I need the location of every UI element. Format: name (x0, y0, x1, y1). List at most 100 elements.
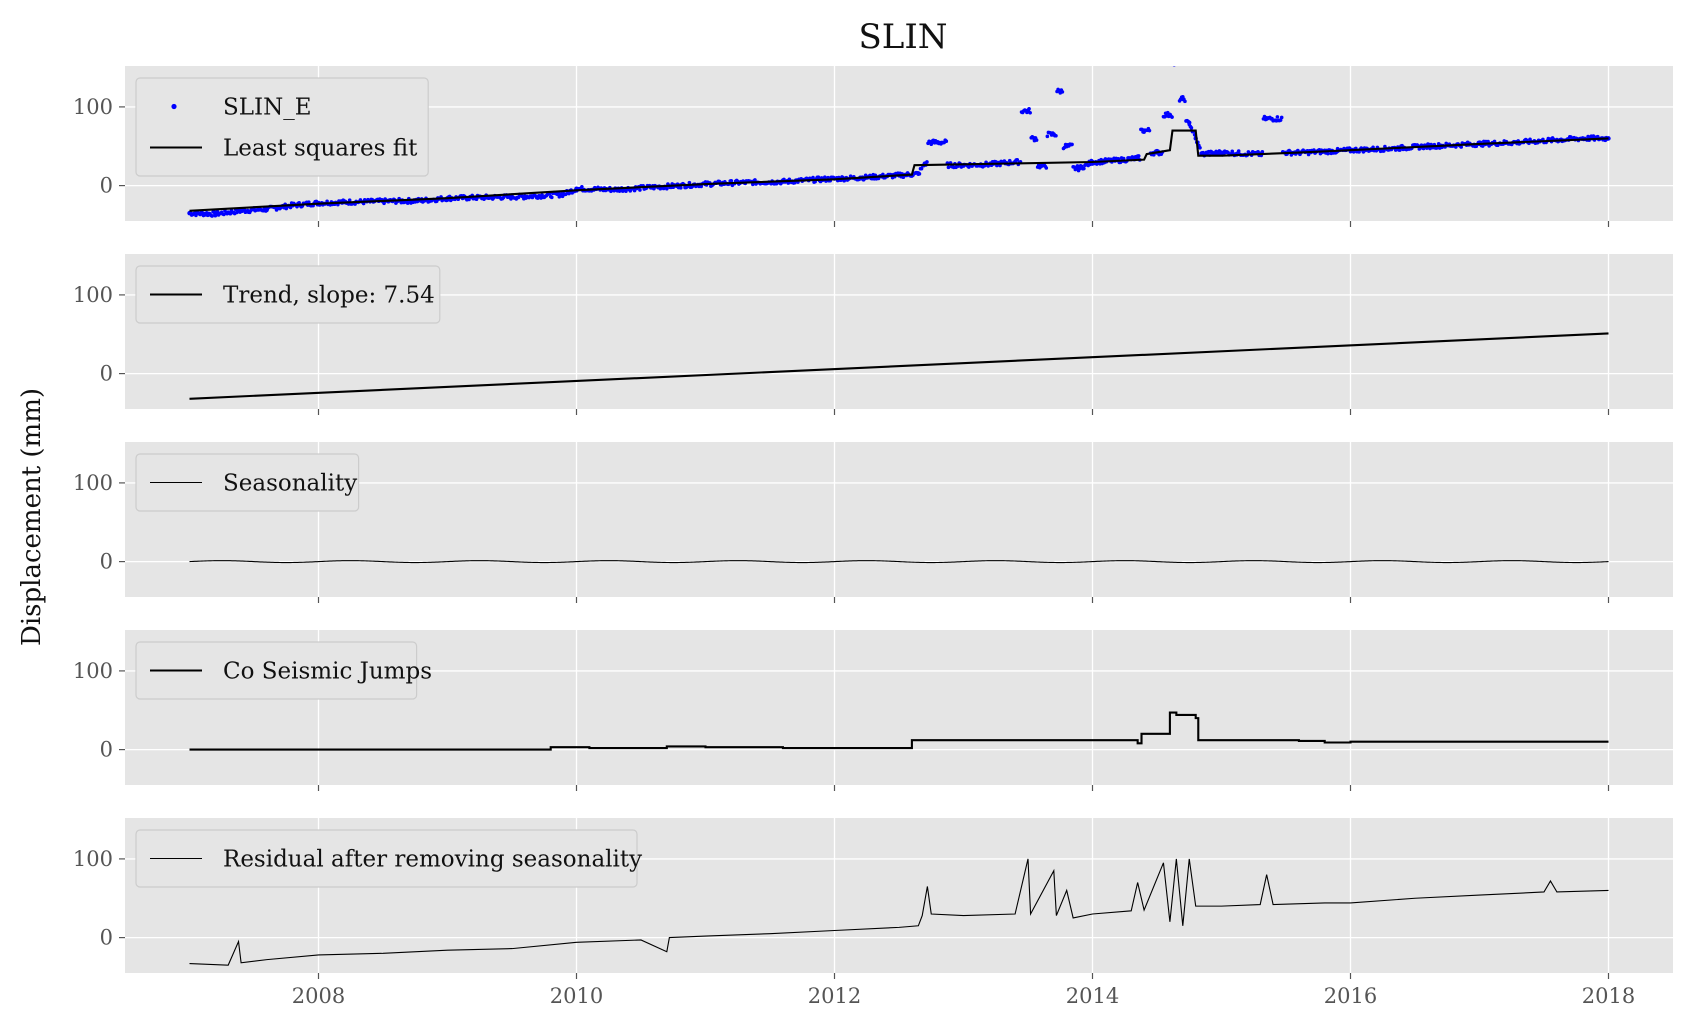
data-point (1398, 148, 1402, 152)
data-point (1279, 115, 1284, 120)
seasonality-line (189, 560, 1609, 564)
data-point (753, 178, 757, 182)
data-point (1077, 166, 1082, 171)
y-tick-label: 100 (73, 471, 113, 495)
data-point (729, 179, 734, 183)
data-point (665, 186, 669, 191)
data-point (264, 206, 270, 212)
legend: Co Seismic Jumps (135, 641, 432, 700)
data-point (561, 192, 566, 197)
data-point (1007, 158, 1012, 163)
series-line (189, 711, 1609, 751)
data-point (238, 208, 244, 213)
data-point (1172, 66, 1176, 67)
y-tick-label: 0 (100, 362, 113, 386)
data-point (1082, 166, 1086, 171)
chart-title: SLIN (858, 17, 947, 57)
legend: Seasonality (135, 453, 360, 512)
data-point (1382, 149, 1386, 153)
data-point (1171, 61, 1175, 65)
data-point (1595, 134, 1600, 139)
data-point (1326, 151, 1330, 156)
x-tick-label: 2016 (1324, 984, 1377, 1008)
x-tick-label: 2010 (550, 984, 603, 1008)
data-point (187, 210, 192, 216)
panels: 0 100 SLIN_E Least squares fit 0 100 Trend, sl… (73, 60, 1673, 1008)
data-point (580, 184, 584, 189)
y-tick-label: 100 (73, 283, 113, 307)
series-line (189, 129, 1609, 212)
data-point (567, 191, 571, 196)
legend: Residual after removing seasonality (135, 829, 642, 888)
legend-label: Least squares fit (223, 136, 418, 162)
data-point (405, 201, 410, 205)
data-point (1173, 60, 1177, 64)
y-axis-label: Displacement (mm) (17, 388, 47, 646)
data-point (1121, 156, 1126, 161)
data-point (811, 175, 815, 180)
data-point (1176, 62, 1180, 66)
data-point (823, 175, 827, 179)
legend-box (135, 453, 360, 512)
data-point (1177, 60, 1181, 64)
data-point (1264, 116, 1269, 121)
data-point (1070, 142, 1074, 147)
legend-label: SLIN_E (223, 95, 312, 121)
legend-label: Co Seismic Jumps (223, 659, 432, 685)
legend: SLIN_E Least squares fit (135, 77, 429, 177)
data-point (1189, 126, 1194, 130)
series-group (189, 560, 1609, 564)
data-point (522, 194, 528, 199)
data-point (638, 188, 642, 192)
data-point (210, 214, 214, 218)
x-tick-label: 2018 (1582, 984, 1635, 1008)
data-point (1275, 115, 1280, 119)
series-line (189, 858, 1609, 966)
data-point (1064, 144, 1069, 149)
series-group (189, 332, 1609, 400)
series-group (189, 858, 1609, 966)
data-point (1180, 96, 1186, 102)
series-group (187, 60, 1611, 218)
data-point (1230, 149, 1235, 154)
data-point (325, 199, 329, 204)
legend-label: Residual after removing seasonality (223, 847, 642, 873)
y-tick-label: 100 (73, 659, 113, 683)
legend-box (135, 77, 429, 177)
data-point (1236, 149, 1241, 153)
data-point (946, 165, 951, 170)
data-point (213, 211, 218, 217)
legend-label: Trend, slope: 7.54 (223, 283, 435, 309)
data-point (1486, 139, 1490, 144)
data-point (1058, 88, 1063, 94)
legend: Trend, slope: 7.54 (135, 265, 441, 324)
data-point (1187, 120, 1192, 125)
data-point (1198, 145, 1202, 150)
panel-4: 0 100 Co Seismic Jumps (73, 630, 1673, 791)
data-point (751, 182, 755, 187)
x-tick-label: 2014 (1066, 984, 1119, 1008)
y-tick-label: 0 (100, 738, 113, 762)
data-point (1038, 163, 1044, 169)
data-point (1044, 166, 1049, 170)
data-point (516, 195, 521, 200)
series-line (189, 332, 1609, 400)
y-tick-label: 0 (100, 550, 113, 574)
legend-marker (171, 103, 177, 110)
panel-background (125, 442, 1673, 597)
data-point (474, 197, 479, 202)
data-point (1174, 61, 1178, 65)
panel-2: 0 100 Trend, slope: 7.54 (73, 254, 1673, 415)
y-tick-label: 100 (73, 847, 113, 871)
panel-3: 0 100 Seasonality (73, 442, 1673, 603)
data-point (1045, 134, 1050, 139)
data-point (816, 175, 821, 180)
y-tick-label: 0 (100, 926, 113, 950)
data-point (1032, 136, 1037, 141)
panel-1: 0 100 SLIN_E Least squares fit (73, 60, 1673, 227)
data-point (549, 195, 554, 200)
panel-5: 0 100 2008 2010 2012 2014 2016 2018 Residual aft… (73, 818, 1673, 1008)
legend-box (135, 641, 418, 700)
data-point (194, 213, 198, 218)
